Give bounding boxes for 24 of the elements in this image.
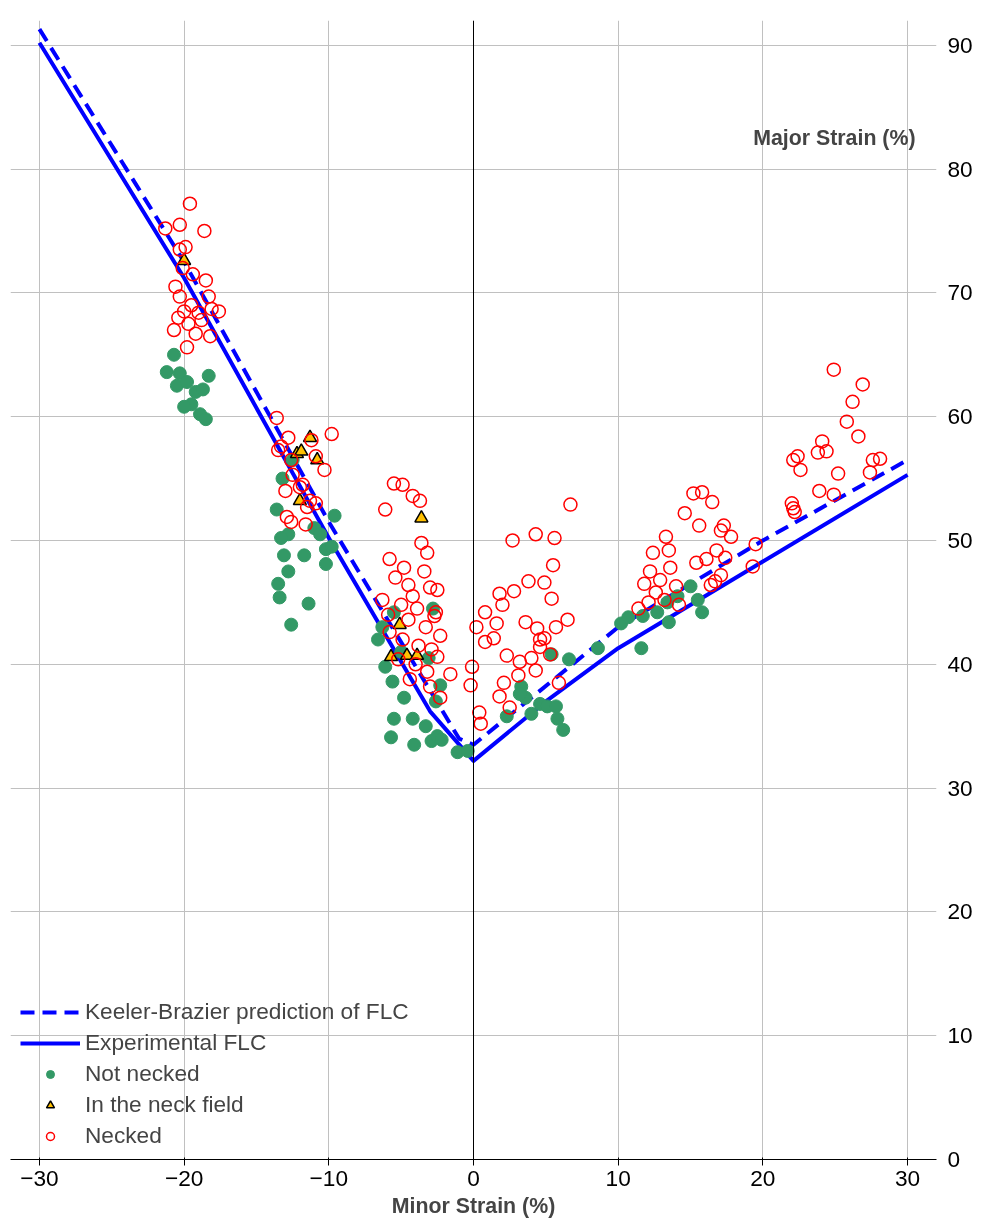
legend-label: Experimental FLC bbox=[85, 1029, 267, 1056]
x-axis-title: Minor Strain (%) bbox=[391, 1193, 556, 1218]
y-tick-label: 50 bbox=[947, 526, 973, 553]
x-tick-label: −30 bbox=[20, 1164, 59, 1191]
y-tick-label: 20 bbox=[947, 898, 973, 925]
y-tick-label: 0 bbox=[947, 1146, 961, 1172]
y-tick-label: 60 bbox=[947, 403, 973, 430]
y-tick-label: 90 bbox=[947, 31, 973, 58]
y-tick-label: 80 bbox=[947, 155, 973, 182]
y-tick-label: 10 bbox=[947, 1022, 973, 1049]
y-axis-title: Major Strain (%) bbox=[753, 125, 916, 150]
y-tick-label: 30 bbox=[947, 774, 973, 801]
x-tick-label: −10 bbox=[309, 1164, 349, 1191]
y-tick-label: 70 bbox=[947, 279, 973, 306]
legend-label: Necked bbox=[85, 1122, 162, 1149]
legend-label: In the neck field bbox=[85, 1091, 244, 1118]
x-tick-label: −20 bbox=[164, 1164, 204, 1191]
x-tick-label: 30 bbox=[894, 1164, 921, 1191]
x-tick-label: 10 bbox=[605, 1164, 631, 1191]
y-tick-label: 40 bbox=[947, 650, 973, 677]
x-tick-label: 20 bbox=[750, 1164, 776, 1191]
x-tick-label: 0 bbox=[467, 1164, 480, 1191]
legend-label: Not necked bbox=[85, 1060, 200, 1087]
legend-label: Keeler-Brazier prediction of FLC bbox=[85, 998, 409, 1025]
